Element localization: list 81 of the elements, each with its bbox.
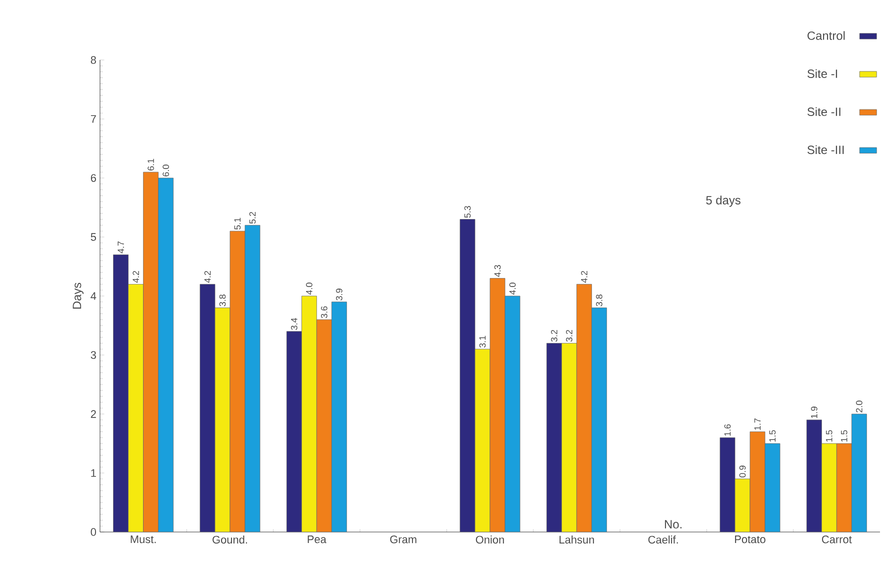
data-label: 4.0 <box>509 282 516 295</box>
x-tick-label: Onion <box>476 536 504 544</box>
y-tick-label: 4 <box>90 292 96 300</box>
bar <box>546 343 562 532</box>
legend-label: Site -I <box>807 69 838 78</box>
data-label: 5.1 <box>234 218 241 230</box>
data-label: 1.5 <box>769 430 776 442</box>
data-label: 4.3 <box>494 265 501 277</box>
data-label: 5.3 <box>464 206 471 218</box>
legend-label: Site -II <box>807 107 840 116</box>
data-label: 1.9 <box>810 406 818 418</box>
data-label: 3.9 <box>336 288 342 300</box>
data-label: 4.2 <box>204 270 211 283</box>
data-label: 3.8 <box>219 294 226 306</box>
bar <box>158 178 174 532</box>
bar <box>113 254 129 532</box>
data-label: 3.6 <box>320 306 328 318</box>
data-label: 3.1 <box>479 336 486 348</box>
y-tick-label: 0 <box>90 528 96 536</box>
bar <box>331 302 347 532</box>
bar <box>851 414 867 532</box>
data-label: 1.5 <box>841 430 848 442</box>
x-tick-label: Lahsun <box>560 536 594 544</box>
data-label: 6.1 <box>148 158 154 170</box>
bar <box>200 284 216 532</box>
y-tick-label: 1 <box>91 469 96 477</box>
bar <box>316 319 332 532</box>
data-label: 4.2 <box>581 270 588 283</box>
legend-label: Site -III <box>807 145 844 154</box>
data-label: 4.7 <box>118 241 124 254</box>
data-label: 4.0 <box>306 282 312 295</box>
bar <box>504 296 520 532</box>
data-label: 3.2 <box>566 330 572 342</box>
annotation: No. <box>664 520 682 528</box>
y-tick-label: 3 <box>90 351 96 359</box>
bar <box>460 219 476 532</box>
data-label: 5.2 <box>249 212 256 224</box>
data-label: 3.4 <box>290 318 298 330</box>
legend-label: Cantrol <box>808 31 845 40</box>
bar <box>764 443 780 532</box>
data-label: 6.0 <box>162 164 170 176</box>
x-tick-label: Gound. <box>212 536 247 544</box>
y-tick-label: 2 <box>90 410 96 418</box>
data-label: 3.2 <box>550 330 558 342</box>
x-tick-label: Potato <box>735 536 766 544</box>
bar <box>230 230 246 532</box>
bar <box>286 331 302 532</box>
bar <box>561 343 577 532</box>
data-label: 4.2 <box>132 270 139 283</box>
bar <box>806 420 822 532</box>
x-tick-label: Gram <box>390 536 416 544</box>
annotation: 5 days <box>706 196 740 207</box>
bar <box>591 308 607 532</box>
x-tick-label: Caelif. <box>648 536 678 544</box>
data-label: 3.8 <box>596 294 602 306</box>
bar <box>474 348 490 532</box>
bar <box>490 278 506 532</box>
bar <box>734 478 750 532</box>
bar <box>244 225 260 532</box>
data-label: 0.9 <box>739 466 746 478</box>
bar <box>128 284 144 532</box>
bar <box>301 296 317 532</box>
x-tick-label: Carrot <box>822 536 852 544</box>
bar <box>836 443 852 532</box>
bar <box>750 432 766 532</box>
y-axis-title: Days <box>72 282 84 309</box>
bar <box>821 443 837 532</box>
data-label: 1.6 <box>724 424 731 436</box>
y-tick-label: 5 <box>90 233 96 241</box>
y-tick-label: 6 <box>90 174 96 182</box>
bar <box>576 284 592 532</box>
data-label: 2.0 <box>856 400 862 412</box>
y-tick-label: 8 <box>90 56 96 64</box>
x-tick-label: Pea <box>308 536 326 544</box>
x-tick-label: Must. <box>130 536 156 544</box>
data-label: 1.7 <box>754 418 761 430</box>
bar <box>143 172 159 532</box>
bar <box>720 437 736 532</box>
data-label: 1.5 <box>826 430 832 442</box>
bar <box>214 308 230 532</box>
y-tick-label: 7 <box>90 115 96 123</box>
